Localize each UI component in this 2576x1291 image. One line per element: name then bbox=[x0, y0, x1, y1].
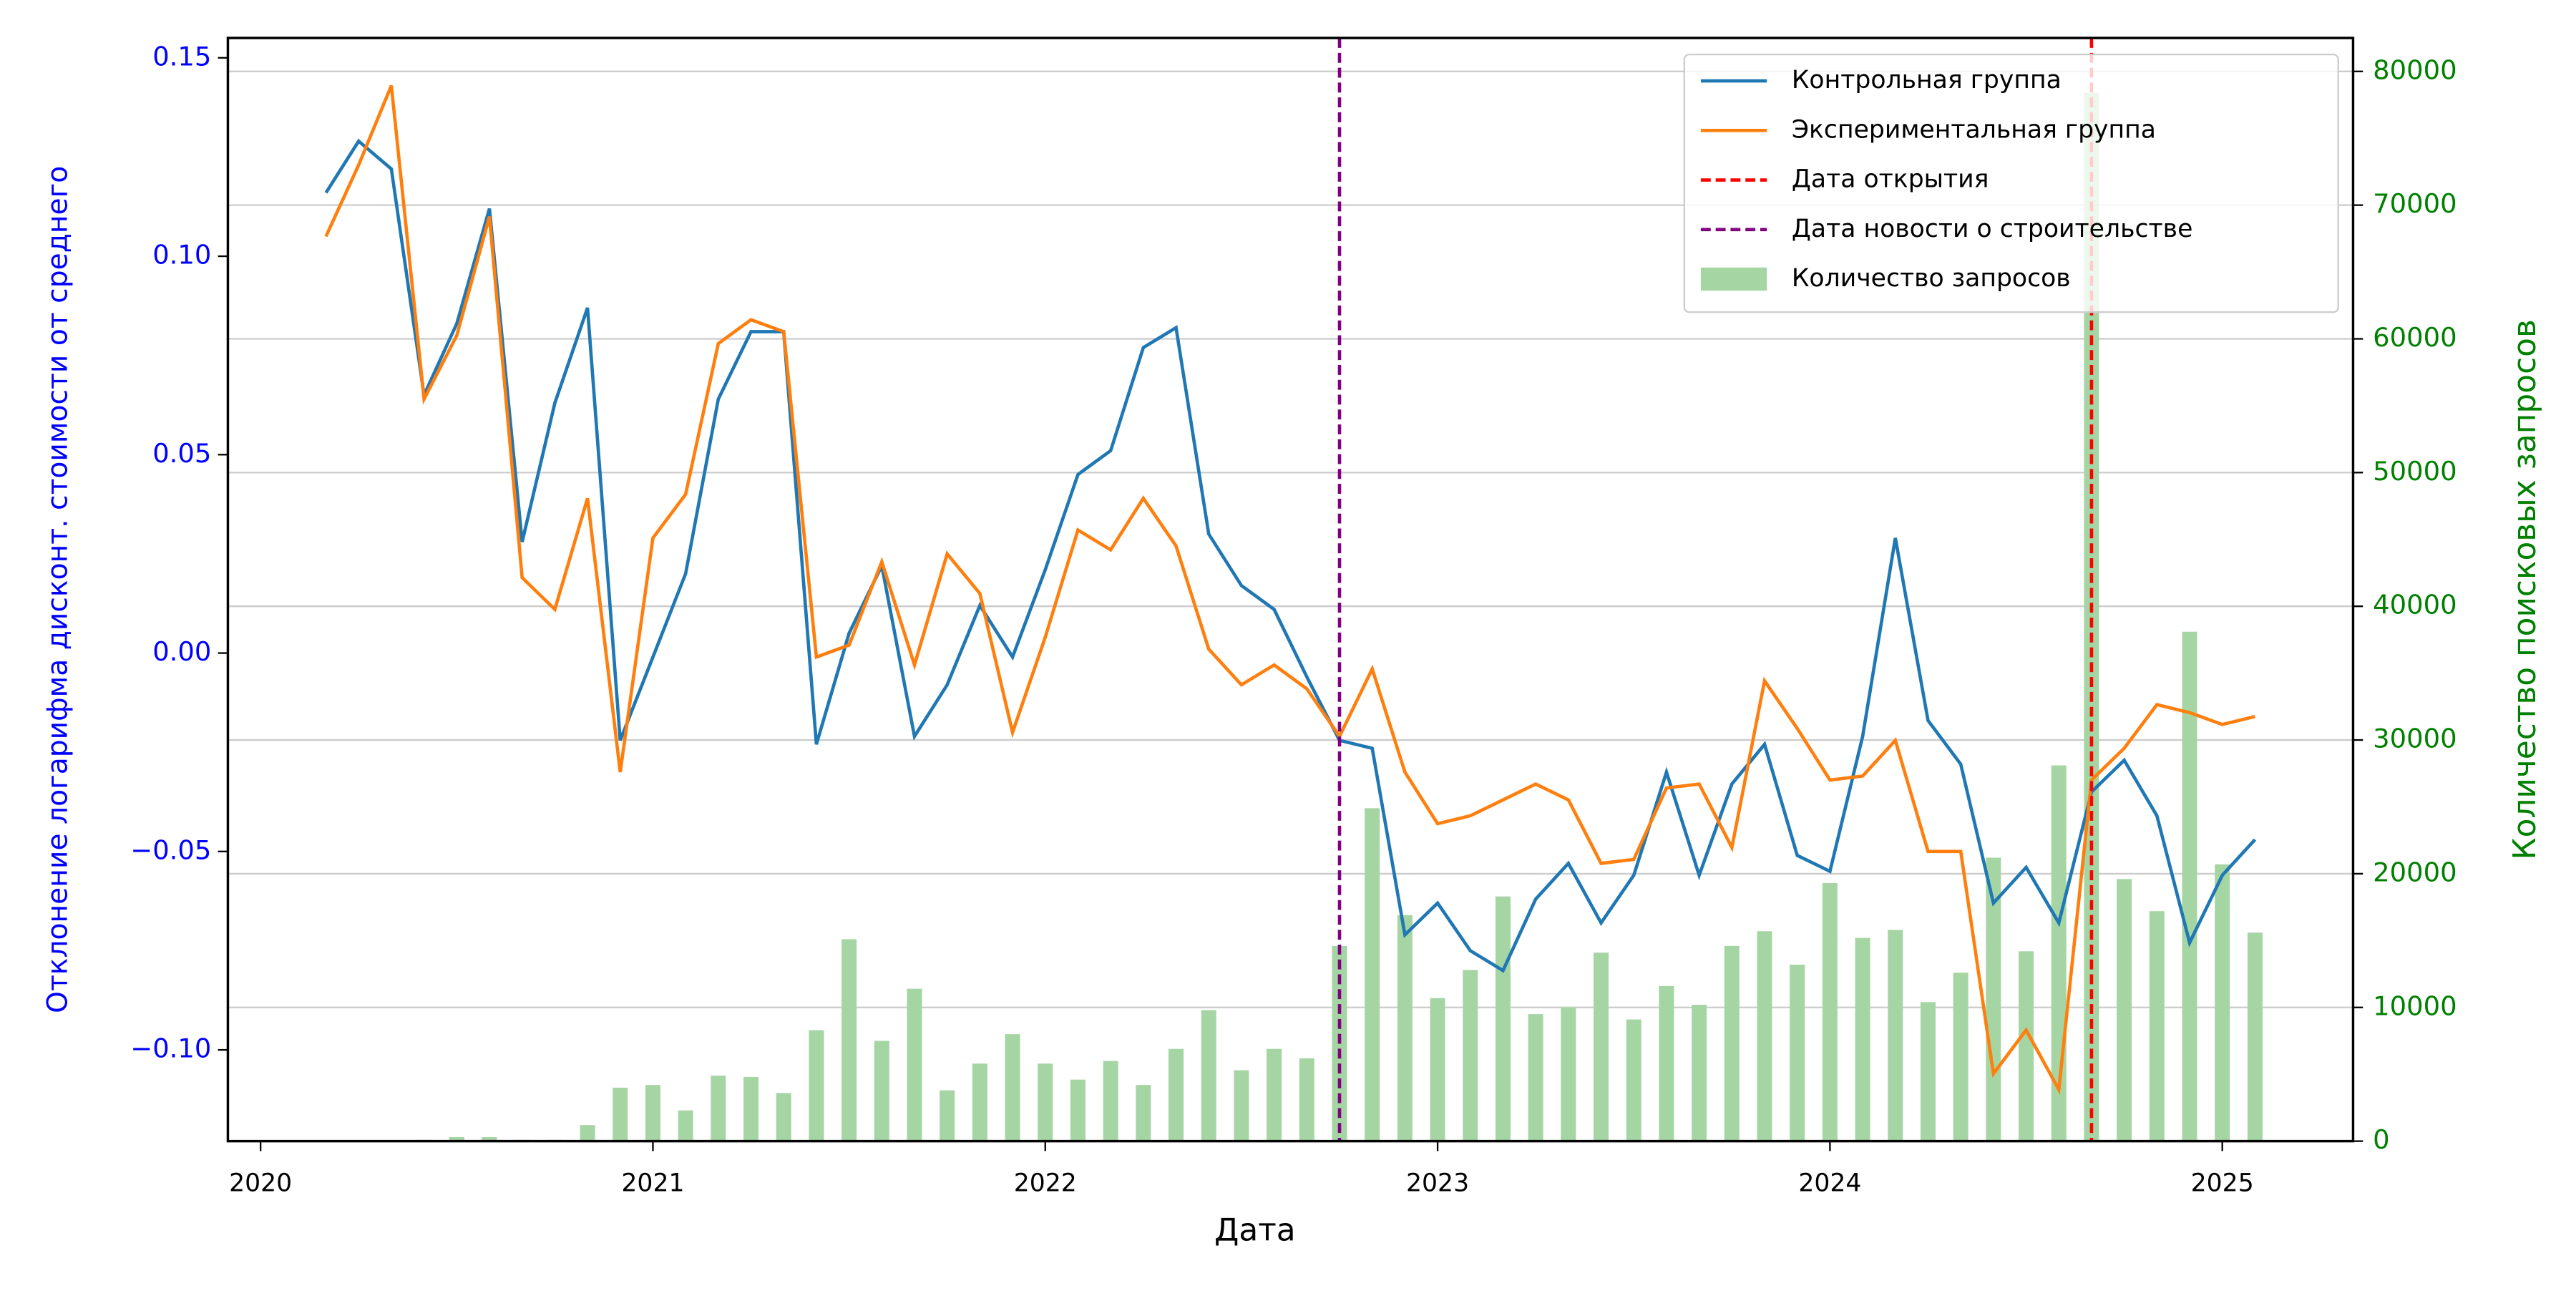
bar bbox=[1855, 937, 1870, 1141]
bar bbox=[972, 1063, 987, 1141]
bar bbox=[1103, 1061, 1118, 1141]
bar bbox=[645, 1085, 660, 1141]
bar bbox=[1920, 1002, 1936, 1141]
x-tick-label: 2022 bbox=[1014, 1169, 1077, 1198]
bar bbox=[1234, 1070, 1249, 1141]
legend-label: Дата открытия bbox=[1792, 165, 1989, 194]
y-tick-label: 0.10 bbox=[152, 240, 211, 271]
bar bbox=[1757, 931, 1772, 1141]
bar bbox=[743, 1076, 759, 1141]
bar bbox=[1561, 1007, 1576, 1141]
x-tick-label: 2024 bbox=[1798, 1169, 1861, 1198]
bar bbox=[841, 939, 857, 1141]
y2-tick-label: 40000 bbox=[2373, 590, 2457, 620]
bar bbox=[711, 1076, 726, 1141]
bar bbox=[1692, 1005, 1707, 1141]
bar bbox=[1169, 1048, 1184, 1141]
bar bbox=[907, 988, 922, 1141]
legend-label: Контрольная группа bbox=[1792, 66, 2062, 94]
bar bbox=[449, 1137, 464, 1141]
bar bbox=[1822, 882, 1838, 1141]
legend-label: Экспериментальная группа bbox=[1792, 115, 2156, 144]
legend-swatch bbox=[1700, 267, 1767, 291]
legend-box bbox=[1683, 53, 2339, 313]
y2-tick-label: 60000 bbox=[2373, 322, 2457, 353]
bar bbox=[678, 1110, 693, 1141]
bar bbox=[1528, 1014, 1543, 1141]
bar bbox=[1790, 964, 1805, 1141]
bar bbox=[482, 1137, 497, 1141]
x-tick-label: 2025 bbox=[2191, 1169, 2254, 1198]
bar bbox=[1397, 915, 1413, 1141]
bar bbox=[2149, 911, 2165, 1141]
bar bbox=[1724, 945, 1740, 1141]
x-tick-label: 2023 bbox=[1406, 1169, 1469, 1198]
y-tick-label: −0.05 bbox=[130, 834, 211, 865]
bar bbox=[874, 1041, 889, 1141]
y-tick-label: 0.15 bbox=[152, 41, 211, 72]
y2-tick-label: 20000 bbox=[2373, 857, 2457, 887]
y2-tick-label: 80000 bbox=[2373, 54, 2457, 85]
bar bbox=[1038, 1063, 1053, 1141]
bar bbox=[1594, 953, 1609, 1141]
y-tick-label: 0.00 bbox=[152, 636, 211, 667]
bar bbox=[809, 1030, 824, 1141]
y-axis-label: Отклонение логарифма дисконт. стоимости … bbox=[42, 166, 74, 1013]
bar bbox=[2182, 631, 2197, 1141]
bar bbox=[1495, 896, 1511, 1141]
plot-frame bbox=[226, 36, 2355, 1143]
bar bbox=[2019, 951, 2034, 1141]
x-tick-label: 2021 bbox=[621, 1169, 684, 1198]
bar bbox=[1365, 808, 1380, 1141]
line-series bbox=[324, 84, 2255, 1096]
y2-axis-label: Количество поисковых запросов bbox=[2507, 319, 2543, 859]
bar bbox=[1201, 1010, 1216, 1141]
bar bbox=[776, 1093, 791, 1141]
bar bbox=[1267, 1048, 1282, 1141]
bar bbox=[940, 1090, 955, 1141]
bar bbox=[1463, 970, 1478, 1141]
y-tick-label: −0.10 bbox=[130, 1033, 211, 1064]
bar bbox=[2117, 879, 2132, 1141]
bar bbox=[1953, 973, 1968, 1141]
bar bbox=[1070, 1079, 1085, 1141]
x-tick-label: 2020 bbox=[229, 1169, 292, 1198]
bar bbox=[1005, 1034, 1020, 1141]
line-series bbox=[324, 138, 2257, 973]
y-tick-label: 0.05 bbox=[152, 438, 211, 469]
bar bbox=[2247, 932, 2263, 1141]
y2-tick-label: 50000 bbox=[2373, 456, 2457, 487]
bar bbox=[1136, 1085, 1151, 1141]
x-axis-label: Дата bbox=[1214, 1212, 1296, 1249]
bar bbox=[1659, 985, 1674, 1141]
y2-tick-label: 70000 bbox=[2373, 188, 2457, 219]
bar bbox=[1626, 1019, 1641, 1141]
bar bbox=[2215, 864, 2230, 1141]
bar bbox=[1888, 930, 1903, 1141]
legend-label: Дата новости о строительстве bbox=[1792, 215, 2193, 243]
bar bbox=[580, 1125, 595, 1141]
bar bbox=[613, 1087, 628, 1141]
y2-tick-label: 0 bbox=[2373, 1124, 2389, 1155]
bar bbox=[1430, 998, 1445, 1141]
y2-tick-label: 10000 bbox=[2373, 990, 2457, 1021]
legend-label: Количество запросов bbox=[1792, 264, 2071, 293]
y2-tick-label: 30000 bbox=[2373, 724, 2457, 754]
bar bbox=[1299, 1058, 1314, 1141]
bar bbox=[2084, 92, 2099, 1141]
